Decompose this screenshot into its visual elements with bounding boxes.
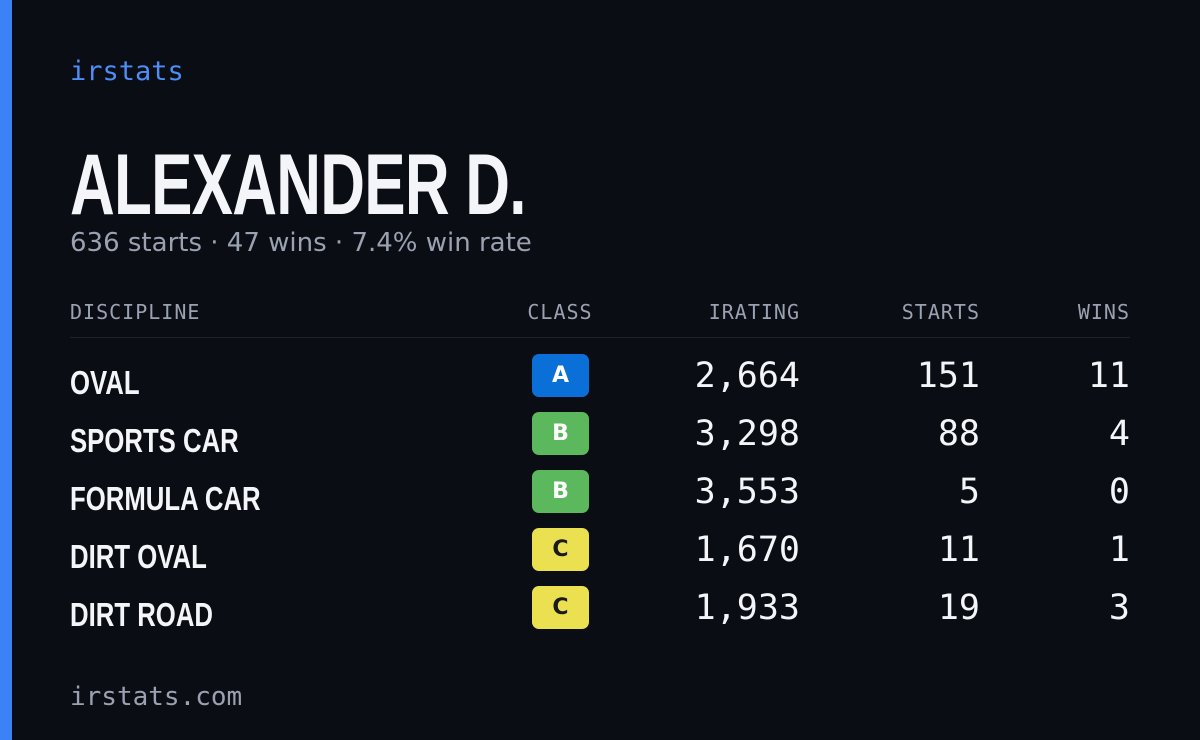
column-header: WINS [1077,300,1130,324]
starts-value: 88 [937,414,980,454]
brand: irstats [70,56,184,87]
class-badge: B [532,470,589,513]
header-rule [70,337,1130,338]
summary: 636 starts · 47 wins · 7.4% win rate [70,228,532,258]
accent-bar [0,0,12,740]
irating-value: 1,670 [694,530,800,570]
discipline: FORMULA CAR [70,480,261,517]
irating-value: 3,553 [694,472,800,512]
discipline: DIRT OVAL [70,538,207,575]
discipline: DIRT ROAD [70,596,213,633]
starts-value: 151 [916,356,980,396]
footer-url: irstats.com [70,682,243,712]
starts-value: 19 [937,588,980,628]
column-header: IRATING [708,300,800,324]
wins-value: 11 [1087,356,1130,396]
starts-value: 11 [937,530,980,570]
column-header: CLASS [527,300,593,324]
irating-value: 3,298 [694,414,800,454]
wins-value: 0 [1108,472,1130,512]
driver-name: ALEXANDER D. [70,137,527,233]
wins-value: 4 [1108,414,1130,454]
wins-value: 1 [1108,530,1130,570]
irating-value: 1,933 [694,588,800,628]
column-header: DISCIPLINE [70,300,201,324]
wins-value: 3 [1108,588,1130,628]
class-badge: C [532,586,589,629]
class-badge: B [532,412,589,455]
column-header: STARTS [901,300,980,324]
discipline: SPORTS CAR [70,422,239,459]
class-badge: A [532,354,589,397]
discipline: OVAL [70,364,140,401]
starts-value: 5 [958,472,980,512]
class-badge: C [532,528,589,571]
irating-value: 2,664 [694,356,800,396]
